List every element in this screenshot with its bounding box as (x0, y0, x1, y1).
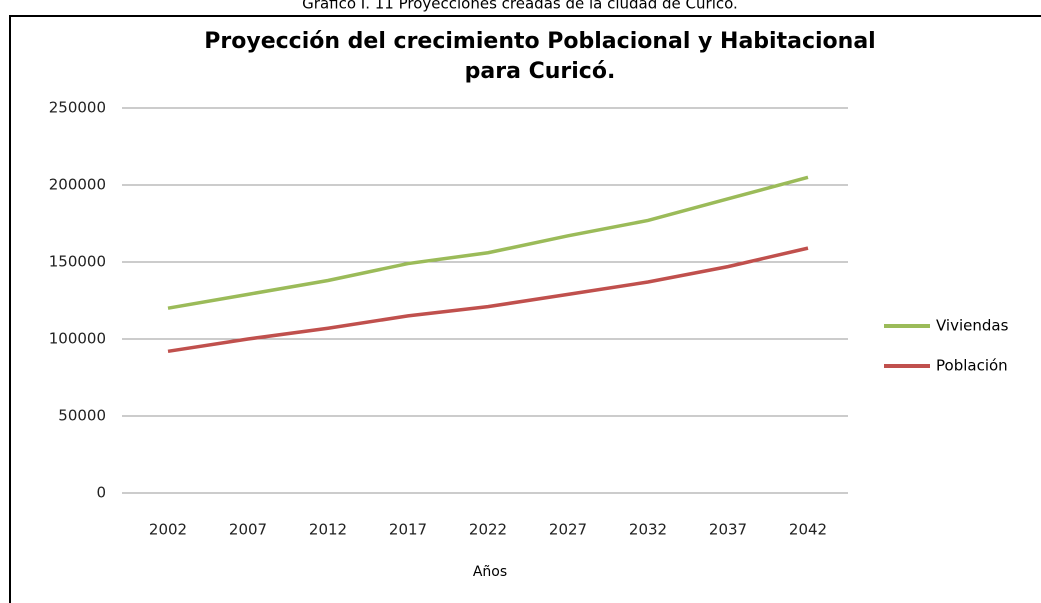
x-tick-label: 2022 (469, 521, 507, 539)
chart-title: Proyección del crecimiento Poblacional y… (204, 29, 875, 54)
y-tick-label: 100000 (49, 330, 106, 348)
x-tick-label: 2037 (709, 521, 747, 539)
y-tick-label: 250000 (49, 99, 106, 117)
x-tick-label: 2002 (149, 521, 187, 539)
x-axis-label: Años (473, 564, 507, 580)
y-tick-label: 50000 (58, 407, 106, 425)
y-tick-label: 150000 (49, 253, 106, 271)
x-tick-label: 2007 (229, 521, 267, 539)
chart-border (9, 15, 1041, 603)
chart-title: para Curicó. (465, 59, 616, 84)
line-series (167, 246, 809, 354)
legend-label: Viviendas (936, 317, 1009, 335)
legend-label: Población (936, 357, 1008, 375)
x-tick-label: 2012 (309, 521, 347, 539)
y-tick-label: 0 (96, 484, 106, 502)
x-tick-label: 2032 (629, 521, 667, 539)
x-tick-label: 2042 (789, 521, 827, 539)
y-tick-label: 200000 (49, 176, 106, 194)
line-series (167, 175, 809, 310)
x-tick-label: 2017 (389, 521, 427, 539)
x-tick-label: 2027 (549, 521, 587, 539)
caption: Gráfico I. 11 Proyecciones creadas de la… (302, 0, 738, 13)
